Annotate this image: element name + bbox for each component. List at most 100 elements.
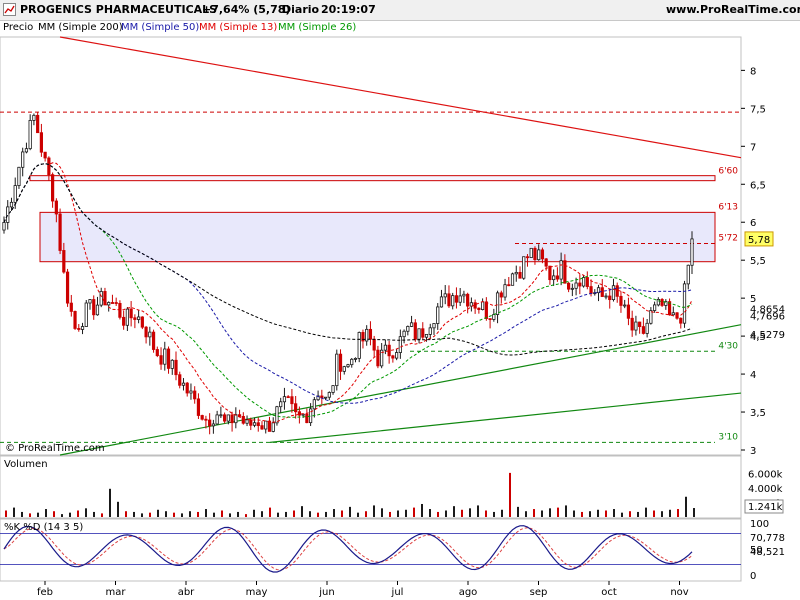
candle-body xyxy=(477,307,481,310)
legend-mm13[interactable]: MM (Simple 13) xyxy=(199,22,278,33)
volume-bar xyxy=(661,511,663,517)
candle-body xyxy=(148,331,152,338)
candle-body xyxy=(241,416,245,424)
volume-bar xyxy=(53,511,55,517)
price-change: +7,64% (5,78) xyxy=(202,3,291,16)
volume-bar xyxy=(365,511,367,517)
candle-body xyxy=(95,304,100,316)
candle-body xyxy=(544,258,548,267)
volume-bar xyxy=(565,505,567,517)
volume-bar xyxy=(437,511,439,517)
volume-bar xyxy=(69,512,71,517)
candle-body xyxy=(645,322,649,334)
candle-body xyxy=(140,316,144,328)
candle-body xyxy=(428,327,432,335)
candle-body xyxy=(481,301,485,310)
candle-body xyxy=(204,418,208,421)
candle-body xyxy=(323,396,328,399)
volume-bar xyxy=(221,510,223,517)
volume-bar xyxy=(573,510,575,517)
site-link[interactable]: www.ProRealTime.com xyxy=(666,3,800,16)
volume-bar xyxy=(581,511,583,517)
volume-bar xyxy=(253,509,255,517)
stoch-d-value: 48,521 xyxy=(750,547,785,558)
candle-body xyxy=(439,296,444,308)
price-tick-label: 5,5 xyxy=(750,256,766,267)
volume-bar xyxy=(309,511,311,517)
candle-body xyxy=(391,355,395,359)
candle-body xyxy=(398,336,402,353)
candle-body xyxy=(271,422,275,432)
candle-body xyxy=(215,414,219,425)
candle-body xyxy=(581,277,586,287)
volume-bar xyxy=(397,510,399,517)
candle-body xyxy=(372,338,376,351)
volume-panel xyxy=(0,455,742,519)
candle-body xyxy=(671,312,675,316)
candle-body xyxy=(563,260,567,284)
candle-body xyxy=(424,333,429,338)
candle-body xyxy=(297,411,301,416)
candle-body xyxy=(499,292,503,298)
month-label: jul xyxy=(391,587,404,598)
volume-bar xyxy=(421,503,423,517)
uptrend-line xyxy=(269,392,742,444)
legend-mm50[interactable]: MM (Simple 50) xyxy=(121,22,200,33)
candle-body xyxy=(507,284,511,287)
candle-body xyxy=(114,302,118,304)
watermark: © ProRealTime.com xyxy=(5,443,105,454)
volume-bar xyxy=(85,508,87,517)
candle-body xyxy=(163,348,167,365)
candle-body xyxy=(151,331,156,350)
candle-body xyxy=(155,349,159,357)
legend-mm26[interactable]: MM (Simple 26) xyxy=(278,22,357,33)
volume-bar xyxy=(5,510,7,517)
candle-body xyxy=(219,414,223,417)
candle-body xyxy=(503,284,507,298)
candle-body xyxy=(462,293,466,297)
legend-mm200[interactable]: MM (Simple 200) xyxy=(38,22,123,33)
candle-body xyxy=(103,291,107,306)
volume-bar xyxy=(453,506,455,517)
candle-body xyxy=(653,304,657,311)
month-label: oct xyxy=(601,587,617,598)
volume-bar xyxy=(29,513,31,517)
volume-bar xyxy=(285,511,287,517)
candle-body xyxy=(39,132,43,153)
indicator-legend: Precio MM (Simple 200) MM (Simple 50) MM… xyxy=(0,21,800,36)
volume-bar xyxy=(381,508,383,517)
volume-bar xyxy=(237,511,239,517)
ma-value-label: 4,7696 xyxy=(750,312,785,323)
candle-body xyxy=(690,238,694,266)
volume-bar xyxy=(677,509,679,517)
candle-body xyxy=(178,374,182,386)
candle-body xyxy=(630,317,634,331)
stoch-tick-label: 100 xyxy=(750,519,769,530)
candle-body xyxy=(286,396,290,399)
candle-body xyxy=(54,200,58,215)
candle-body xyxy=(17,166,21,186)
candle-body xyxy=(406,326,410,332)
volume-bar xyxy=(205,509,207,517)
candle-body xyxy=(252,422,257,426)
candle-body xyxy=(365,328,369,342)
mm13-line xyxy=(3,162,693,423)
candle-body xyxy=(417,328,421,340)
candle-body xyxy=(122,316,126,326)
candle-body xyxy=(432,323,436,329)
volume-bar xyxy=(525,511,527,517)
stochastic-panel xyxy=(0,518,742,582)
candle-body xyxy=(596,287,601,294)
candle-body xyxy=(679,317,683,324)
volume-bar xyxy=(669,509,671,517)
volume-bar xyxy=(101,513,103,517)
candle-body xyxy=(264,420,268,430)
month-label: mar xyxy=(106,587,127,598)
candle-body xyxy=(342,366,346,372)
candle-body xyxy=(28,120,32,150)
candle-body xyxy=(331,385,335,393)
legend-price[interactable]: Precio xyxy=(3,22,34,33)
volume-bar xyxy=(261,511,263,517)
candle-body xyxy=(600,287,604,297)
